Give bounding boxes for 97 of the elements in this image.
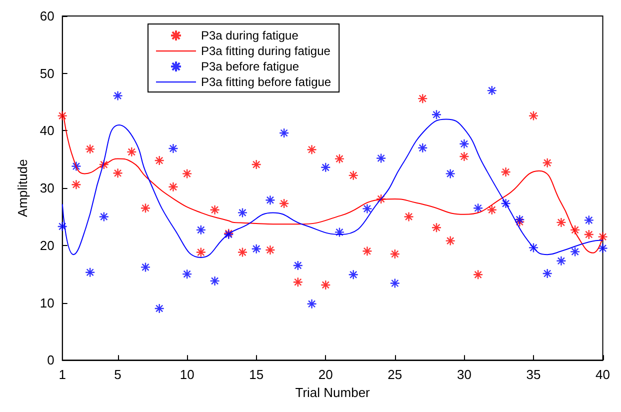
point bbox=[542, 158, 552, 168]
point bbox=[376, 153, 386, 164]
point bbox=[237, 247, 248, 258]
point bbox=[265, 244, 276, 256]
point bbox=[251, 244, 262, 254]
x-tick-label: 5 bbox=[114, 367, 122, 382]
x-tick-label: 35 bbox=[526, 367, 541, 382]
y-axis-title: Amplitude bbox=[15, 159, 30, 217]
point bbox=[168, 182, 178, 192]
point bbox=[542, 268, 552, 279]
y-tick-label: 40 bbox=[40, 123, 54, 138]
point bbox=[251, 159, 262, 170]
point bbox=[292, 277, 304, 288]
point bbox=[362, 204, 372, 214]
point bbox=[98, 159, 110, 170]
y-tick-label: 20 bbox=[40, 238, 54, 253]
point bbox=[140, 203, 151, 214]
y-tick-label: 30 bbox=[40, 180, 54, 196]
point bbox=[459, 138, 470, 149]
point bbox=[486, 85, 498, 96]
point bbox=[472, 203, 484, 214]
point bbox=[445, 236, 456, 246]
legend-label: P3a fitting during fatigue bbox=[201, 44, 331, 58]
point bbox=[196, 224, 206, 236]
point bbox=[528, 110, 539, 121]
point bbox=[126, 146, 137, 158]
x-tick-label: 20 bbox=[318, 367, 333, 382]
point bbox=[570, 246, 580, 257]
point bbox=[71, 180, 82, 190]
point bbox=[472, 270, 484, 280]
point bbox=[514, 214, 525, 225]
y-tick-label: 50 bbox=[40, 66, 54, 81]
point bbox=[556, 217, 566, 228]
point bbox=[500, 198, 511, 209]
point bbox=[278, 128, 290, 138]
point bbox=[376, 194, 386, 204]
point bbox=[418, 93, 428, 104]
point bbox=[390, 248, 400, 260]
y-tick-label: 10 bbox=[40, 295, 54, 310]
x-axis-title: Trial Number bbox=[295, 385, 371, 400]
point bbox=[196, 247, 206, 258]
point bbox=[528, 242, 539, 253]
point bbox=[306, 144, 317, 155]
point bbox=[570, 224, 580, 236]
point bbox=[348, 270, 358, 280]
point bbox=[459, 151, 470, 162]
x-tick-label: 1 bbox=[58, 367, 66, 382]
point bbox=[320, 280, 331, 290]
legend-label: P3a before fatigue bbox=[201, 60, 300, 74]
point bbox=[210, 204, 220, 215]
point bbox=[348, 170, 358, 181]
point bbox=[431, 110, 442, 120]
point bbox=[418, 142, 428, 154]
point bbox=[140, 262, 151, 272]
point bbox=[486, 204, 498, 215]
x-tick-label: 30 bbox=[456, 367, 472, 382]
point bbox=[182, 268, 192, 280]
point bbox=[598, 243, 608, 254]
y-tick-label: 0 bbox=[47, 352, 54, 368]
point bbox=[210, 276, 220, 286]
point bbox=[306, 298, 317, 309]
point bbox=[84, 144, 96, 154]
point bbox=[112, 168, 123, 178]
point bbox=[98, 212, 110, 222]
legend-label: P3a fitting before fatigue bbox=[201, 75, 332, 89]
point bbox=[278, 198, 290, 209]
point bbox=[57, 221, 68, 232]
point bbox=[431, 222, 442, 233]
x-tick-label: 15 bbox=[249, 367, 264, 382]
point bbox=[154, 155, 164, 166]
point bbox=[334, 227, 345, 238]
point bbox=[182, 168, 192, 179]
point bbox=[334, 154, 345, 164]
point bbox=[500, 166, 511, 178]
y-tick-label: 60 bbox=[40, 8, 54, 24]
point bbox=[168, 143, 178, 154]
x-tick-label: 40 bbox=[596, 367, 610, 382]
point bbox=[112, 90, 123, 101]
x-tick-label: 10 bbox=[180, 367, 194, 382]
point bbox=[84, 267, 96, 278]
point bbox=[320, 162, 331, 173]
point bbox=[390, 278, 400, 288]
point bbox=[584, 215, 594, 226]
point bbox=[71, 161, 82, 172]
point bbox=[237, 208, 248, 218]
point bbox=[265, 194, 276, 206]
point bbox=[292, 260, 304, 271]
point bbox=[598, 232, 608, 242]
point bbox=[584, 229, 594, 240]
point bbox=[556, 256, 566, 266]
point bbox=[154, 303, 164, 314]
point bbox=[404, 212, 414, 222]
point bbox=[57, 110, 68, 121]
x-tick-label: 25 bbox=[388, 367, 402, 382]
legend-label: P3a during fatigue bbox=[201, 28, 299, 42]
point bbox=[362, 246, 372, 256]
point bbox=[445, 168, 456, 179]
